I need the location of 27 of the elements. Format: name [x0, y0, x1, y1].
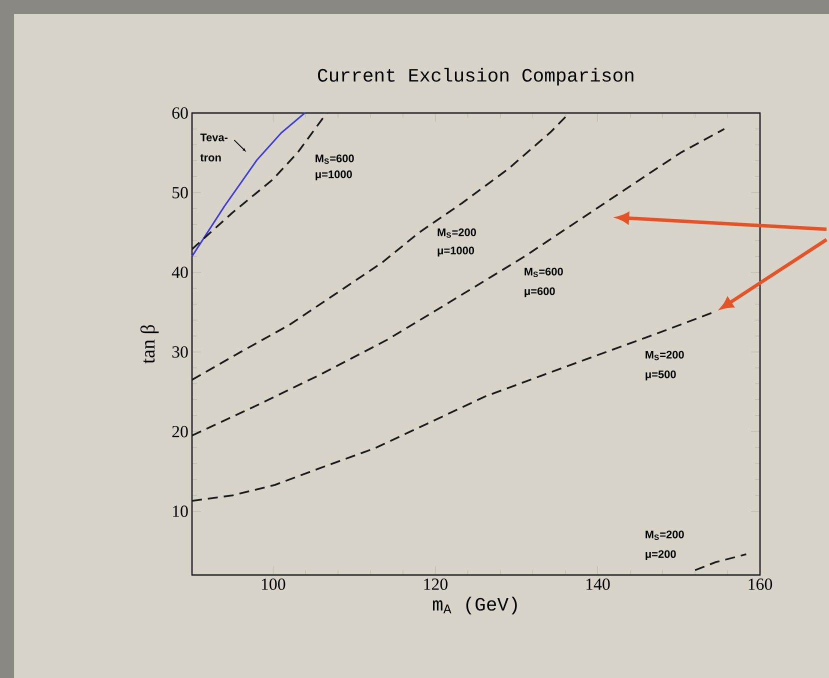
annotation: M$_{S}$=600	[316, 154, 354, 164]
annotation: μ=1000	[316, 170, 352, 180]
annotation: M$_{S}$=600	[524, 268, 563, 278]
y-tick-label: 10	[173, 506, 188, 517]
line-series	[191, 112, 306, 258]
y-tick-label: 20	[172, 426, 188, 438]
annotation: μ=1000	[438, 246, 474, 257]
y-axis-title: tan β	[140, 325, 159, 364]
annotation: μ=600	[524, 287, 555, 298]
annotation: μ=500	[646, 370, 676, 380]
y-tick-label: 40	[172, 266, 188, 278]
x-axis-title: m$_{A}$ (GeV)	[432, 596, 517, 614]
x-tick-label: 160	[748, 578, 772, 590]
annotation: μ=200	[646, 550, 676, 560]
y-tick-label: 60	[172, 107, 188, 119]
x-tick-label: 120	[424, 578, 448, 590]
annotation: Teva-	[200, 134, 228, 142]
chart-title: Current Exclusion Comparison	[318, 68, 634, 86]
x-tick-label: 100	[262, 578, 286, 590]
x-tick-label: 140	[586, 578, 610, 590]
line-series	[191, 128, 726, 436]
y-tick-label: 50	[172, 186, 188, 198]
y-tick-label: 30	[172, 346, 188, 358]
annotation: M$_{S}$=200	[438, 228, 476, 238]
annotation: tron	[200, 154, 221, 162]
annotation: M$_{S}$=200	[646, 350, 684, 360]
annotation: M$_{S}$=200	[646, 530, 684, 540]
